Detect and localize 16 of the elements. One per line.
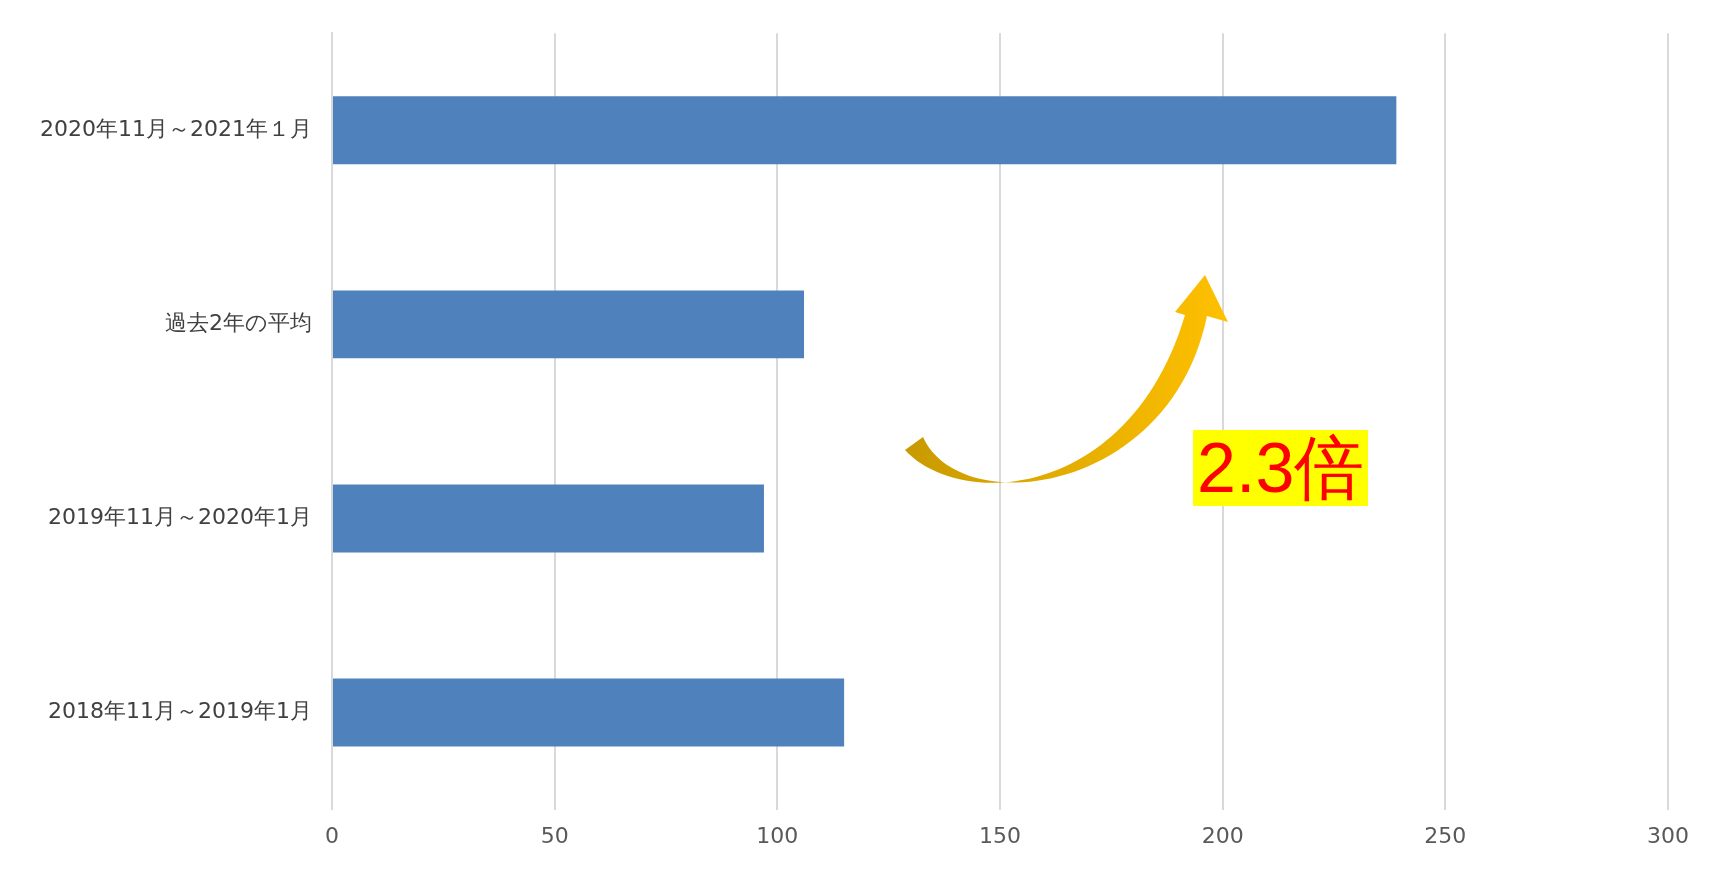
y-tick-label: 2019年11月～2020年1月 [48,504,312,530]
y-tick-label: 過去2年の平均 [164,310,312,336]
bar [332,290,805,359]
x-tick-label: 200 [1201,822,1244,848]
x-tick-label: 100 [756,822,799,848]
x-tick-label: 300 [1647,822,1689,848]
x-tick-label: 150 [978,822,1021,848]
bar [332,484,764,553]
bar [332,678,845,747]
annotation: 2.3倍 [1193,429,1369,507]
x-tick-label: 250 [1424,822,1467,848]
y-tick-label: 2018年11月～2019年1月 [48,698,312,724]
x-tick-label: 0 [324,822,339,848]
x-tick-label: 50 [540,822,569,848]
bar [332,96,1397,165]
y-tick-label: 2020年11月～2021年１月 [39,115,312,141]
